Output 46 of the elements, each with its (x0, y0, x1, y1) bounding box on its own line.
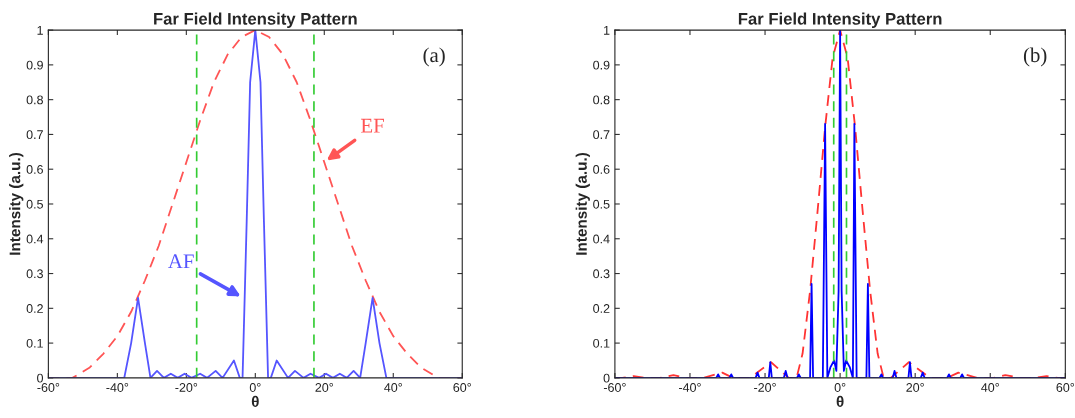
y-tick-label: 0.5 (593, 199, 610, 209)
x-tick-label: -20° (175, 383, 198, 392)
x-axis-title: θ (251, 395, 259, 407)
chart-title: Far Field Intensity Pattern (154, 12, 357, 28)
annotation: EF (361, 118, 384, 133)
y-tick-label: 0 (37, 373, 44, 383)
x-tick-label: -40° (678, 383, 701, 392)
annotation: (a) (423, 47, 445, 67)
x-tick-label: -60° (603, 383, 626, 392)
x-tick-label: 0° (834, 383, 846, 392)
y-tick-label: 0.9 (593, 60, 610, 70)
y-tick-label: 0.7 (26, 130, 43, 140)
y-tick-label: 0.3 (26, 269, 43, 279)
x-tick-label: 60° (453, 383, 471, 392)
y-axis-title: Intensity (a.u.) (9, 152, 24, 255)
x-tick-label: -60° (37, 383, 60, 392)
y-tick-label: 0.1 (593, 338, 610, 348)
y-tick-label: 0.2 (26, 304, 43, 313)
x-tick-label: -40° (106, 383, 129, 392)
x-tick-label: -20° (754, 383, 776, 392)
y-tick-label: 0.9 (26, 60, 43, 70)
annotation: AF (168, 254, 194, 269)
y-axis-title: Intensity (a.u.) (575, 152, 590, 255)
annotation: (b) (1023, 47, 1047, 67)
y-tick-label: 0.4 (593, 234, 610, 244)
y-tick-label: 0.6 (26, 165, 43, 174)
x-tick-label: 60° (1056, 383, 1075, 392)
y-tick-label: 1 (604, 26, 610, 35)
y-tick-label: 0.3 (593, 269, 610, 279)
chart-title: Far Field Intensity Pattern (738, 12, 942, 28)
y-tick-label: 0.8 (26, 95, 43, 105)
y-tick-label: 0 (603, 373, 610, 383)
x-axis-title: θ (836, 395, 844, 407)
y-tick-label: 0.8 (593, 95, 610, 105)
x-tick-label: 40° (384, 383, 402, 392)
x-tick-label: 20° (315, 383, 333, 392)
y-tick-label: 0.1 (26, 338, 43, 348)
y-tick-label: 0.7 (593, 130, 610, 140)
y-tick-label: 0.4 (26, 234, 44, 244)
y-tick-label: 0.2 (593, 304, 610, 313)
x-tick-label: 20° (906, 383, 924, 392)
y-tick-label: 0.5 (26, 199, 43, 209)
x-tick-label: 0° (249, 383, 261, 392)
y-tick-label: 0.6 (593, 165, 610, 174)
y-tick-label: 1 (37, 26, 43, 35)
x-tick-label: 40° (981, 383, 999, 392)
